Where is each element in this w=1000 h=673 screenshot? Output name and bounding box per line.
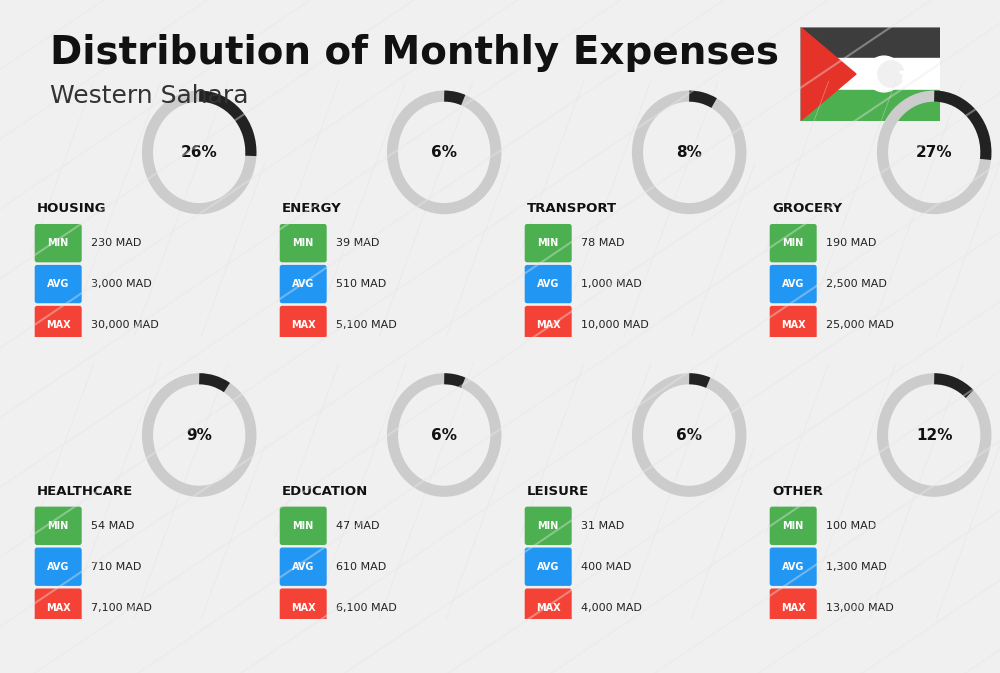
Text: MIN: MIN bbox=[293, 238, 314, 248]
FancyBboxPatch shape bbox=[280, 306, 327, 344]
Text: MIN: MIN bbox=[538, 521, 559, 531]
Bar bbox=[800, 27, 940, 59]
FancyBboxPatch shape bbox=[280, 507, 327, 545]
Text: 230 MAD: 230 MAD bbox=[91, 238, 141, 248]
Text: TRANSPORT: TRANSPORT bbox=[527, 202, 617, 215]
FancyBboxPatch shape bbox=[525, 588, 572, 627]
FancyBboxPatch shape bbox=[280, 588, 327, 627]
Text: 1,000 MAD: 1,000 MAD bbox=[581, 279, 642, 289]
Text: 5,100 MAD: 5,100 MAD bbox=[336, 320, 397, 330]
FancyBboxPatch shape bbox=[770, 548, 817, 586]
Text: MAX: MAX bbox=[536, 320, 561, 330]
Text: Western Sahara: Western Sahara bbox=[50, 84, 248, 108]
Text: AVG: AVG bbox=[47, 562, 69, 572]
Text: 1,300 MAD: 1,300 MAD bbox=[826, 562, 887, 572]
Text: AVG: AVG bbox=[537, 279, 559, 289]
Text: 8%: 8% bbox=[676, 145, 702, 160]
FancyBboxPatch shape bbox=[770, 306, 817, 344]
Text: 9%: 9% bbox=[186, 427, 212, 443]
Text: 30,000 MAD: 30,000 MAD bbox=[91, 320, 159, 330]
Text: 12%: 12% bbox=[916, 427, 952, 443]
FancyBboxPatch shape bbox=[35, 306, 82, 344]
Text: MIN: MIN bbox=[48, 521, 69, 531]
Polygon shape bbox=[800, 27, 856, 121]
Text: MAX: MAX bbox=[46, 602, 71, 612]
Text: MAX: MAX bbox=[46, 320, 71, 330]
FancyBboxPatch shape bbox=[35, 588, 82, 627]
Text: AVG: AVG bbox=[292, 562, 314, 572]
Text: AVG: AVG bbox=[47, 279, 69, 289]
FancyBboxPatch shape bbox=[770, 588, 817, 627]
FancyBboxPatch shape bbox=[35, 507, 82, 545]
Text: 3,000 MAD: 3,000 MAD bbox=[91, 279, 152, 289]
Text: 25,000 MAD: 25,000 MAD bbox=[826, 320, 894, 330]
Text: 27%: 27% bbox=[916, 145, 953, 160]
Text: 6%: 6% bbox=[431, 427, 457, 443]
Text: MIN: MIN bbox=[293, 521, 314, 531]
Text: ENERGY: ENERGY bbox=[282, 202, 342, 215]
FancyBboxPatch shape bbox=[525, 265, 572, 304]
Text: MAX: MAX bbox=[781, 602, 806, 612]
FancyBboxPatch shape bbox=[770, 265, 817, 304]
Text: MIN: MIN bbox=[783, 521, 804, 531]
Text: HOUSING: HOUSING bbox=[37, 202, 107, 215]
Text: 710 MAD: 710 MAD bbox=[91, 562, 141, 572]
FancyBboxPatch shape bbox=[770, 507, 817, 545]
FancyBboxPatch shape bbox=[525, 507, 572, 545]
Text: MIN: MIN bbox=[783, 238, 804, 248]
Text: MIN: MIN bbox=[48, 238, 69, 248]
Text: 6,100 MAD: 6,100 MAD bbox=[336, 602, 397, 612]
Text: 4,000 MAD: 4,000 MAD bbox=[581, 602, 642, 612]
Text: AVG: AVG bbox=[782, 279, 804, 289]
Text: 47 MAD: 47 MAD bbox=[336, 521, 380, 531]
Circle shape bbox=[866, 56, 902, 92]
Text: Distribution of Monthly Expenses: Distribution of Monthly Expenses bbox=[50, 34, 779, 71]
Text: 2,500 MAD: 2,500 MAD bbox=[826, 279, 887, 289]
FancyBboxPatch shape bbox=[35, 224, 82, 262]
Text: 26%: 26% bbox=[181, 145, 218, 160]
Text: MAX: MAX bbox=[291, 320, 316, 330]
Text: MAX: MAX bbox=[536, 602, 561, 612]
Text: 6%: 6% bbox=[431, 145, 457, 160]
Text: LEISURE: LEISURE bbox=[527, 485, 589, 498]
FancyBboxPatch shape bbox=[280, 548, 327, 586]
Text: 13,000 MAD: 13,000 MAD bbox=[826, 602, 894, 612]
Text: HEALTHCARE: HEALTHCARE bbox=[37, 485, 133, 498]
Text: 400 MAD: 400 MAD bbox=[581, 562, 631, 572]
Text: 6%: 6% bbox=[676, 427, 702, 443]
FancyBboxPatch shape bbox=[525, 306, 572, 344]
Text: 510 MAD: 510 MAD bbox=[336, 279, 386, 289]
Bar bbox=[800, 59, 940, 90]
Text: 100 MAD: 100 MAD bbox=[826, 521, 876, 531]
Text: MAX: MAX bbox=[291, 602, 316, 612]
Text: MIN: MIN bbox=[538, 238, 559, 248]
Polygon shape bbox=[899, 67, 914, 80]
Text: 78 MAD: 78 MAD bbox=[581, 238, 625, 248]
Text: MAX: MAX bbox=[781, 320, 806, 330]
FancyBboxPatch shape bbox=[280, 224, 327, 262]
Text: GROCERY: GROCERY bbox=[772, 202, 842, 215]
Text: AVG: AVG bbox=[537, 562, 559, 572]
Text: 7,100 MAD: 7,100 MAD bbox=[91, 602, 152, 612]
Circle shape bbox=[878, 61, 904, 87]
Text: AVG: AVG bbox=[782, 562, 804, 572]
FancyBboxPatch shape bbox=[525, 224, 572, 262]
Text: 39 MAD: 39 MAD bbox=[336, 238, 379, 248]
Text: 10,000 MAD: 10,000 MAD bbox=[581, 320, 649, 330]
Text: 31 MAD: 31 MAD bbox=[581, 521, 624, 531]
Text: OTHER: OTHER bbox=[772, 485, 823, 498]
FancyBboxPatch shape bbox=[35, 548, 82, 586]
Bar bbox=[800, 90, 940, 121]
FancyBboxPatch shape bbox=[35, 265, 82, 304]
Text: 54 MAD: 54 MAD bbox=[91, 521, 134, 531]
FancyBboxPatch shape bbox=[280, 265, 327, 304]
Text: 610 MAD: 610 MAD bbox=[336, 562, 386, 572]
Text: AVG: AVG bbox=[292, 279, 314, 289]
Text: EDUCATION: EDUCATION bbox=[282, 485, 368, 498]
FancyBboxPatch shape bbox=[770, 224, 817, 262]
Text: 190 MAD: 190 MAD bbox=[826, 238, 876, 248]
FancyBboxPatch shape bbox=[525, 548, 572, 586]
